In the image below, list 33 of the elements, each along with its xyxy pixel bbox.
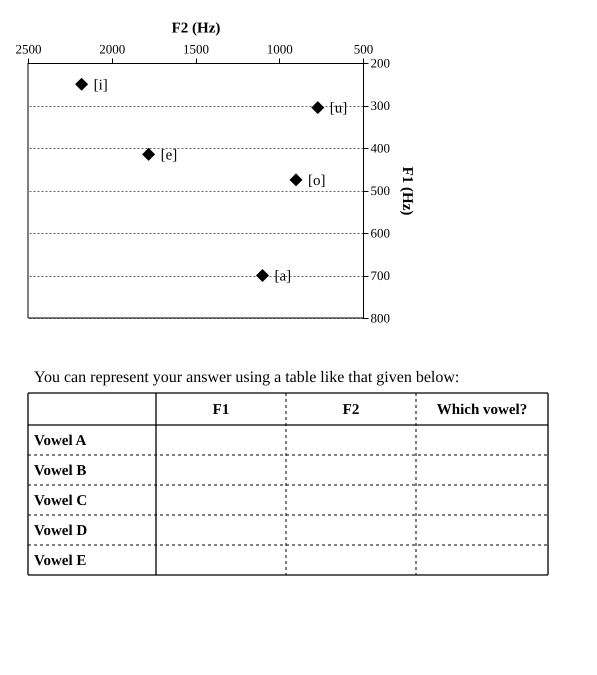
text: Vowel A: [34, 433, 87, 449]
y-tick-label: 500: [370, 183, 390, 198]
point: [256, 268, 270, 282]
x-tick-label: 1000: [266, 42, 293, 56]
y-tick-label: 600: [370, 226, 390, 240]
point: [75, 78, 88, 91]
text: Which vowel?: [436, 402, 528, 418]
text: F1: [212, 402, 230, 418]
y-tick-label: 200: [370, 56, 390, 70]
x-axis-title: F2 (Hz): [172, 20, 220, 36]
x-tick-label: 2000: [99, 42, 126, 56]
text: Vowel C: [34, 493, 88, 509]
annotation: [a]: [274, 268, 292, 284]
annotation: [e]: [160, 147, 178, 164]
y-tick-label: 700: [370, 268, 390, 283]
x-tick-label: 2500: [16, 42, 42, 56]
point: [311, 101, 324, 114]
point: [289, 173, 303, 186]
point: [142, 148, 156, 161]
text: You can represent your answer using a table like that given below:: [34, 369, 460, 386]
annotation: [i]: [94, 77, 108, 94]
y-tick-label: 300: [370, 98, 390, 113]
text: F2: [342, 402, 360, 418]
annotation: [o]: [308, 172, 326, 189]
x-tick-label: 500: [354, 42, 374, 56]
y-tick-label: 800: [370, 310, 390, 326]
y-axis-title: F1 (Hz): [399, 166, 415, 216]
x-tick-label: 1500: [183, 42, 209, 56]
text: Vowel B: [34, 463, 86, 479]
text: Vowel D: [34, 523, 88, 539]
y-tick-label: 400: [370, 140, 390, 156]
annotation: [u]: [330, 100, 348, 117]
text: Vowel E: [34, 553, 86, 569]
